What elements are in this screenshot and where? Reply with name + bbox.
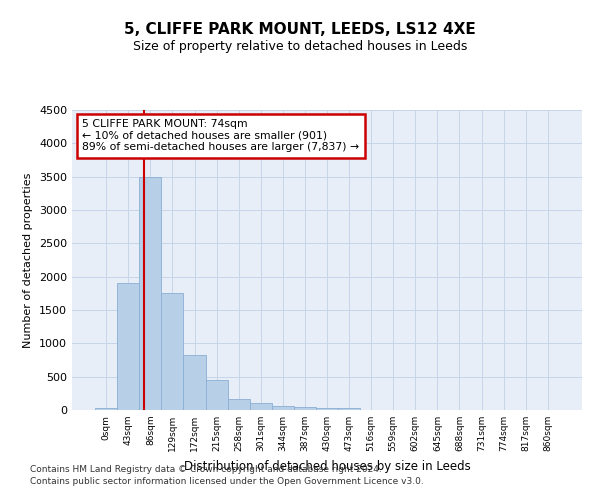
Text: 5, CLIFFE PARK MOUNT, LEEDS, LS12 4XE: 5, CLIFFE PARK MOUNT, LEEDS, LS12 4XE: [124, 22, 476, 38]
Bar: [338, 408, 360, 410]
Bar: [184, 354, 206, 410]
Text: Size of property relative to detached houses in Leeds: Size of property relative to detached ho…: [133, 40, 467, 53]
Bar: [117, 284, 139, 410]
Text: Contains public sector information licensed under the Open Government Licence v3: Contains public sector information licen…: [30, 476, 424, 486]
Bar: [161, 294, 184, 410]
Bar: [139, 176, 161, 410]
Bar: [272, 406, 294, 410]
Y-axis label: Number of detached properties: Number of detached properties: [23, 172, 34, 348]
Bar: [95, 408, 117, 410]
Bar: [206, 380, 227, 410]
Text: 5 CLIFFE PARK MOUNT: 74sqm
← 10% of detached houses are smaller (901)
89% of sem: 5 CLIFFE PARK MOUNT: 74sqm ← 10% of deta…: [82, 119, 359, 152]
Bar: [250, 403, 272, 410]
Bar: [316, 408, 338, 410]
Bar: [227, 399, 250, 410]
X-axis label: Distribution of detached houses by size in Leeds: Distribution of detached houses by size …: [184, 460, 470, 472]
Bar: [294, 408, 316, 410]
Text: Contains HM Land Registry data © Crown copyright and database right 2024.: Contains HM Land Registry data © Crown c…: [30, 466, 382, 474]
